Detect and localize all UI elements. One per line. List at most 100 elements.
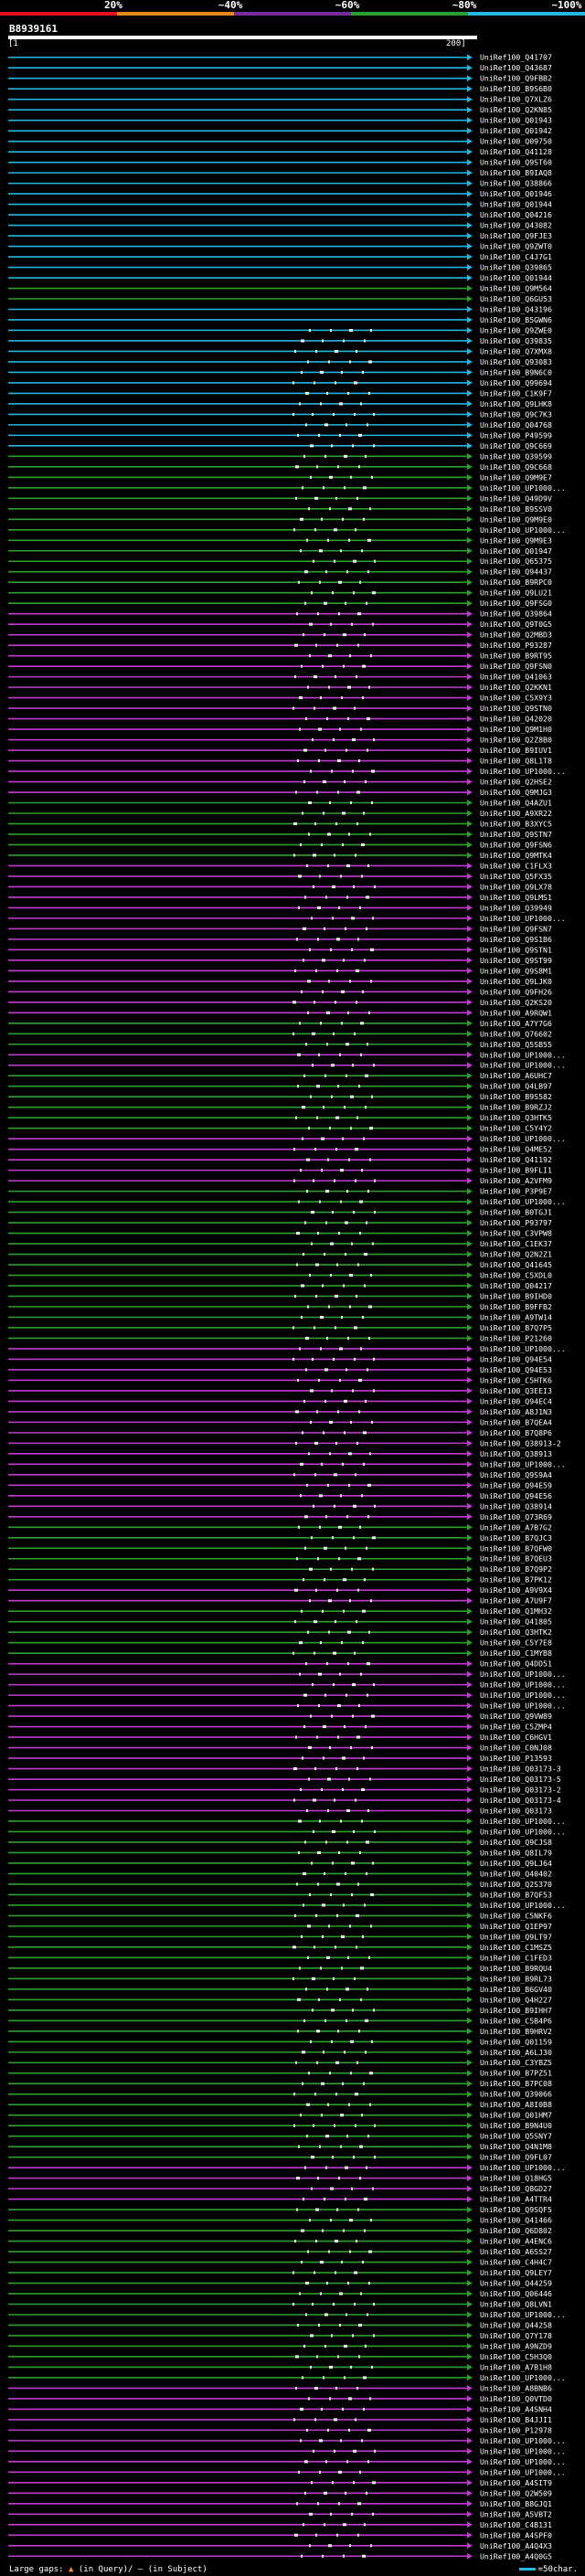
hit-label[interactable]: UniRef100_Q9FSN7: [480, 924, 552, 933]
hit-row[interactable]: UniRef100_C1MYB8: [8, 1648, 552, 1658]
hit-row[interactable]: UniRef100_A8I0B8: [8, 2100, 552, 2109]
hit-row[interactable]: UniRef100_UP1000...: [8, 1680, 566, 1690]
hit-label[interactable]: UniRef100_Q7XMX8: [480, 346, 552, 355]
hit-label[interactable]: UniRef100_Q9FL07: [480, 2153, 552, 2162]
hit-row[interactable]: UniRef100_Q9FL07: [8, 2153, 552, 2162]
hit-row[interactable]: UniRef100_Q9M9E3: [8, 535, 552, 545]
hit-row[interactable]: UniRef100_Q44258: [8, 2320, 552, 2329]
hit-row[interactable]: UniRef100_Q49D9V: [8, 493, 552, 503]
hit-row[interactable]: UniRef100_Q3HTK5: [8, 1113, 552, 1122]
hit-label[interactable]: UniRef100_UP1000...: [480, 767, 566, 776]
hit-row[interactable]: UniRef100_Q39949: [8, 903, 552, 912]
hit-label[interactable]: UniRef100_Q9S1B6: [480, 935, 552, 944]
hit-label[interactable]: UniRef100_B9IAQ8: [480, 168, 552, 177]
hit-label[interactable]: UniRef100_C1K9F7: [480, 388, 552, 398]
hit-row[interactable]: UniRef100_B7QJC3: [8, 1533, 552, 1542]
hit-row[interactable]: UniRef100_A9NZD9: [8, 2341, 552, 2350]
hit-row[interactable]: UniRef100_UP1000...: [8, 483, 566, 493]
hit-label[interactable]: UniRef100_C4H4C7: [480, 2258, 552, 2267]
hit-row[interactable]: UniRef100_Q2Z8B0: [8, 736, 552, 745]
hit-label[interactable]: UniRef100_UP1000...: [480, 2373, 566, 2382]
hit-row[interactable]: UniRef100_Q9LX78: [8, 882, 552, 891]
hit-row[interactable]: UniRef100_Q9STN0: [8, 704, 552, 713]
hit-row[interactable]: UniRef100_B7QEA4: [8, 1417, 552, 1426]
hit-label[interactable]: UniRef100_Q39835: [480, 336, 552, 345]
hit-label[interactable]: UniRef100_Q9STN7: [480, 830, 552, 839]
hit-row[interactable]: UniRef100_Q3EEI3: [8, 1386, 552, 1395]
hit-row[interactable]: UniRef100_Q41645: [8, 1260, 552, 1269]
hit-label[interactable]: UniRef100_A4Q4X3: [480, 2541, 552, 2550]
hit-row[interactable]: UniRef100_B9IUV1: [8, 746, 552, 755]
hit-row[interactable]: UniRef100_Q9LJK0: [8, 977, 552, 986]
hit-label[interactable]: UniRef100_Q9ZWT0: [480, 242, 552, 251]
hit-row[interactable]: UniRef100_Q9T0G5: [8, 620, 552, 629]
hit-label[interactable]: UniRef100_C5ZMP4: [480, 1723, 552, 1732]
hit-row[interactable]: UniRef100_C5B4P6: [8, 2016, 552, 2025]
hit-label[interactable]: UniRef100_Q7Y178: [480, 2331, 552, 2340]
hit-label[interactable]: UniRef100_Q5SNY7: [480, 2132, 552, 2141]
hit-row[interactable]: UniRef100_Q9ST99: [8, 956, 552, 965]
hit-label[interactable]: UniRef100_Q94E56: [480, 1491, 552, 1500]
hit-label[interactable]: UniRef100_B9RPC0: [480, 578, 552, 587]
hit-label[interactable]: UniRef100_B7QEA4: [480, 1417, 552, 1426]
hit-row[interactable]: UniRef100_P93287: [8, 641, 552, 650]
hit-label[interactable]: UniRef100_Q39599: [480, 451, 552, 461]
hit-label[interactable]: UniRef100_C1MYB8: [480, 1648, 552, 1658]
hit-row[interactable]: UniRef100_B9IAQ8: [8, 168, 552, 177]
hit-row[interactable]: UniRef100_Q2KS20: [8, 998, 552, 1007]
hit-row[interactable]: UniRef100_UP1000...: [8, 1061, 566, 1070]
hit-label[interactable]: UniRef100_Q9MTK4: [480, 851, 552, 860]
hit-row[interactable]: UniRef100_B8GJQ1: [8, 2499, 552, 2508]
hit-row[interactable]: UniRef100_Q01HM7: [8, 2111, 552, 2120]
hit-label[interactable]: UniRef100_A9V9X4: [480, 1585, 552, 1595]
hit-label[interactable]: UniRef100_A7U9F7: [480, 1596, 552, 1606]
hit-label[interactable]: UniRef100_Q94E59: [480, 1480, 552, 1489]
hit-row[interactable]: UniRef100_A8BNB6: [8, 2383, 552, 2392]
hit-label[interactable]: UniRef100_Q9VW89: [480, 1712, 552, 1721]
hit-row[interactable]: UniRef100_Q9FSN0: [8, 662, 552, 671]
hit-row[interactable]: UniRef100_B9RZJ2: [8, 1103, 552, 1112]
hit-row[interactable]: UniRef100_UP1000...: [8, 1050, 566, 1059]
hit-row[interactable]: UniRef100_B9RPC0: [8, 578, 552, 587]
hit-row[interactable]: UniRef100_B9RT95: [8, 652, 552, 661]
hit-row[interactable]: UniRef100_Q9LEY7: [8, 2268, 552, 2277]
hit-label[interactable]: UniRef100_B7Q9P2: [480, 1564, 552, 1574]
hit-row[interactable]: UniRef100_Q4LB97: [8, 1082, 552, 1091]
hit-row[interactable]: UniRef100_A6SS27: [8, 2247, 552, 2256]
hit-label[interactable]: UniRef100_B9N4U0: [480, 2121, 552, 2130]
hit-label[interactable]: UniRef100_UP1000...: [480, 525, 566, 535]
hit-label[interactable]: UniRef100_Q43687: [480, 63, 552, 72]
hit-row[interactable]: UniRef100_C5ZMP4: [8, 1723, 552, 1732]
hit-row[interactable]: UniRef100_C3YBZ5: [8, 2058, 552, 2067]
hit-label[interactable]: UniRef100_B9RZJ2: [480, 1103, 552, 1112]
hit-row[interactable]: UniRef100_B6GV40: [8, 1985, 552, 1994]
hit-label[interactable]: UniRef100_Q9ST60: [480, 158, 552, 167]
hit-label[interactable]: UniRef100_UP1000...: [480, 2310, 566, 2319]
hit-label[interactable]: UniRef100_C5Y4Y2: [480, 1124, 552, 1133]
hit-label[interactable]: UniRef100_Q2HSE2: [480, 778, 552, 787]
hit-label[interactable]: UniRef100_Q06446: [480, 2289, 552, 2298]
hit-row[interactable]: UniRef100_Q2KKN1: [8, 683, 552, 692]
hit-label[interactable]: UniRef100_Q9M9E3: [480, 535, 552, 545]
hit-row[interactable]: UniRef100_B9FFB2: [8, 1302, 552, 1311]
hit-row[interactable]: UniRef100_Q9STN7: [8, 830, 552, 839]
hit-label[interactable]: UniRef100_Q9LJ64: [480, 1859, 552, 1868]
hit-row[interactable]: UniRef100_Q94EC4: [8, 1396, 552, 1405]
hit-label[interactable]: UniRef100_Q2S370: [480, 1880, 552, 1889]
hit-row[interactable]: UniRef100_Q38913: [8, 1449, 552, 1458]
hit-row[interactable]: UniRef100_B7Q7P5: [8, 1323, 552, 1332]
hit-row[interactable]: UniRef100_Q6D802: [8, 2226, 552, 2235]
hit-row[interactable]: UniRef100_A4TTR4: [8, 2195, 552, 2204]
hit-row[interactable]: UniRef100_B7Q8P6: [8, 1428, 552, 1437]
hit-label[interactable]: UniRef100_B0TGJ1: [480, 1208, 552, 1217]
hit-label[interactable]: UniRef100_A8BNB6: [480, 2383, 552, 2392]
hit-label[interactable]: UniRef100_Q9CJS8: [480, 1838, 552, 1847]
hit-label[interactable]: UniRef100_Q1MH32: [480, 1606, 552, 1616]
hit-label[interactable]: UniRef100_A9TW14: [480, 1312, 552, 1321]
hit-row[interactable]: UniRef100_Q8GD27: [8, 2184, 552, 2193]
hit-row[interactable]: UniRef100_Q38913-2: [8, 1438, 561, 1447]
hit-label[interactable]: UniRef100_Q9FSG0: [480, 599, 552, 608]
hit-label[interactable]: UniRef100_Q2W509: [480, 2488, 552, 2497]
hit-label[interactable]: UniRef100_P3P9E7: [480, 1187, 552, 1196]
hit-label[interactable]: UniRef100_B9IUV1: [480, 746, 552, 755]
